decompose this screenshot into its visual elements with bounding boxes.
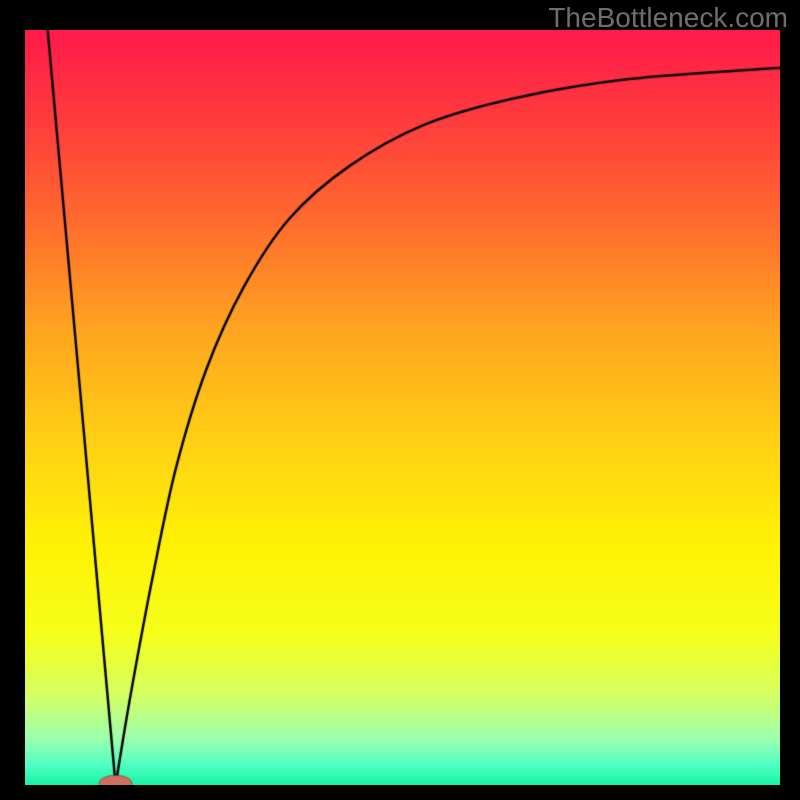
chart-canvas [25, 30, 780, 785]
plot-area [25, 30, 780, 785]
figure-root: TheBottleneck.com [0, 0, 800, 800]
watermark-text: TheBottleneck.com [548, 2, 788, 34]
